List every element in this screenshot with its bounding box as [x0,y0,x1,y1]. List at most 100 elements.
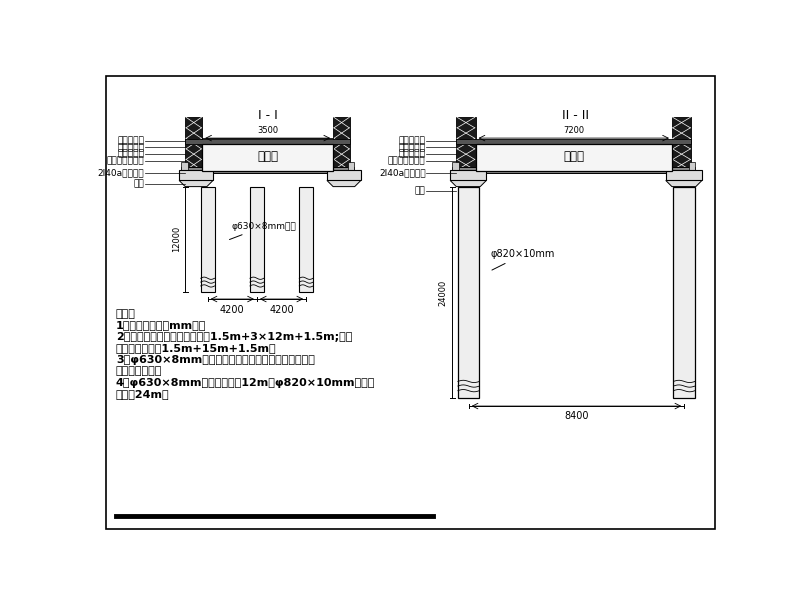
Bar [579,165,582,167]
Bar [241,165,244,167]
Bar [616,165,619,167]
Bar [620,165,623,167]
Text: II - II: II - II [562,109,590,122]
Bar [658,165,660,167]
Text: 3500: 3500 [257,126,278,135]
Text: 牛腿: 牛腿 [134,179,144,188]
Bar [179,170,213,180]
Bar [533,165,536,167]
Bar [583,165,586,167]
Bar [556,165,559,167]
Bar [296,165,300,167]
Polygon shape [666,180,702,187]
Bar [560,165,563,167]
Text: 24000: 24000 [438,279,447,305]
Bar [662,165,665,167]
Bar [509,165,513,167]
Text: 2I40a桩顶横架: 2I40a桩顶横架 [379,168,425,177]
Bar [541,165,545,167]
Text: 水平支撑架: 水平支撑架 [399,137,425,146]
Text: 水平支撑架: 水平支撑架 [118,137,144,146]
Bar [476,144,672,171]
Bar [333,117,350,180]
Bar [182,162,187,170]
Bar [672,117,691,180]
Bar [260,165,262,167]
Bar [185,117,202,180]
Bar [227,165,230,167]
Bar [310,165,313,167]
Text: 4200: 4200 [269,305,294,315]
Bar [327,170,360,180]
Bar [666,165,670,167]
Bar [639,165,642,167]
Bar [231,165,235,167]
Bar [201,187,215,292]
Bar [674,187,695,398]
Bar [278,165,281,167]
Text: 4、φ630×8mm钢管入土深度12m，φ820×10mm钢管入: 4、φ630×8mm钢管入土深度12m，φ820×10mm钢管入 [116,378,376,388]
Bar [450,170,486,180]
Text: 土深度24m。: 土深度24m。 [116,389,170,400]
Bar [236,165,239,167]
Bar [287,165,290,167]
Bar [328,165,332,167]
Text: 桥面板: 桥面板 [257,150,278,163]
Bar [653,165,656,167]
Bar [588,165,591,167]
Text: 鱼腹型承重横架: 鱼腹型承重横架 [107,157,144,166]
Bar [491,165,494,167]
Bar [292,165,295,167]
Text: 1、本图尺寸均以mm计。: 1、本图尺寸均以mm计。 [116,320,207,330]
Text: 4200: 4200 [220,305,244,315]
Bar [300,187,313,292]
Bar [500,165,503,167]
Bar [630,165,633,167]
Bar [551,165,554,167]
Bar [625,165,628,167]
Bar [602,165,605,167]
Bar [477,165,480,167]
Bar [457,117,476,180]
Bar [305,165,308,167]
Polygon shape [450,180,486,187]
Bar [222,165,225,167]
Bar [643,165,646,167]
Bar [606,165,610,167]
Bar [185,139,350,144]
Bar [634,165,638,167]
Text: 桥面板: 桥面板 [563,150,584,163]
Bar [268,165,272,167]
Bar [528,165,531,167]
Bar [213,165,216,167]
Bar [666,170,702,180]
Text: 鱼腹型承重横架: 鱼腹型承重横架 [388,157,425,166]
Bar [282,165,285,167]
Text: 12000: 12000 [171,226,181,253]
Text: 贝雷片主桁: 贝雷片主桁 [118,150,144,159]
Bar [208,165,211,167]
Bar [457,139,691,144]
Bar [519,165,521,167]
Bar [301,165,304,167]
Text: 7200: 7200 [563,126,584,135]
Bar [689,162,695,170]
Bar [648,165,651,167]
Bar [453,162,459,170]
Bar [458,187,480,398]
Text: 重压塌陷滑动。: 重压塌陷滑动。 [116,367,163,376]
Text: 说明：: 说明： [116,308,136,319]
Bar [218,165,221,167]
Bar [486,165,489,167]
Bar [264,165,267,167]
Bar [324,165,327,167]
Bar [255,165,258,167]
Bar [598,165,600,167]
Bar [453,167,695,173]
Text: 3、φ630×8mm钢管主要用于防止碎石土因受车辆荷载: 3、φ630×8mm钢管主要用于防止碎石土因受车辆荷载 [116,355,315,365]
Text: 牛腿: 牛腿 [415,187,425,196]
Bar [611,165,614,167]
Text: 8400: 8400 [564,412,589,422]
Bar [348,162,354,170]
Text: 竖直支撑架: 竖直支撑架 [399,143,425,152]
